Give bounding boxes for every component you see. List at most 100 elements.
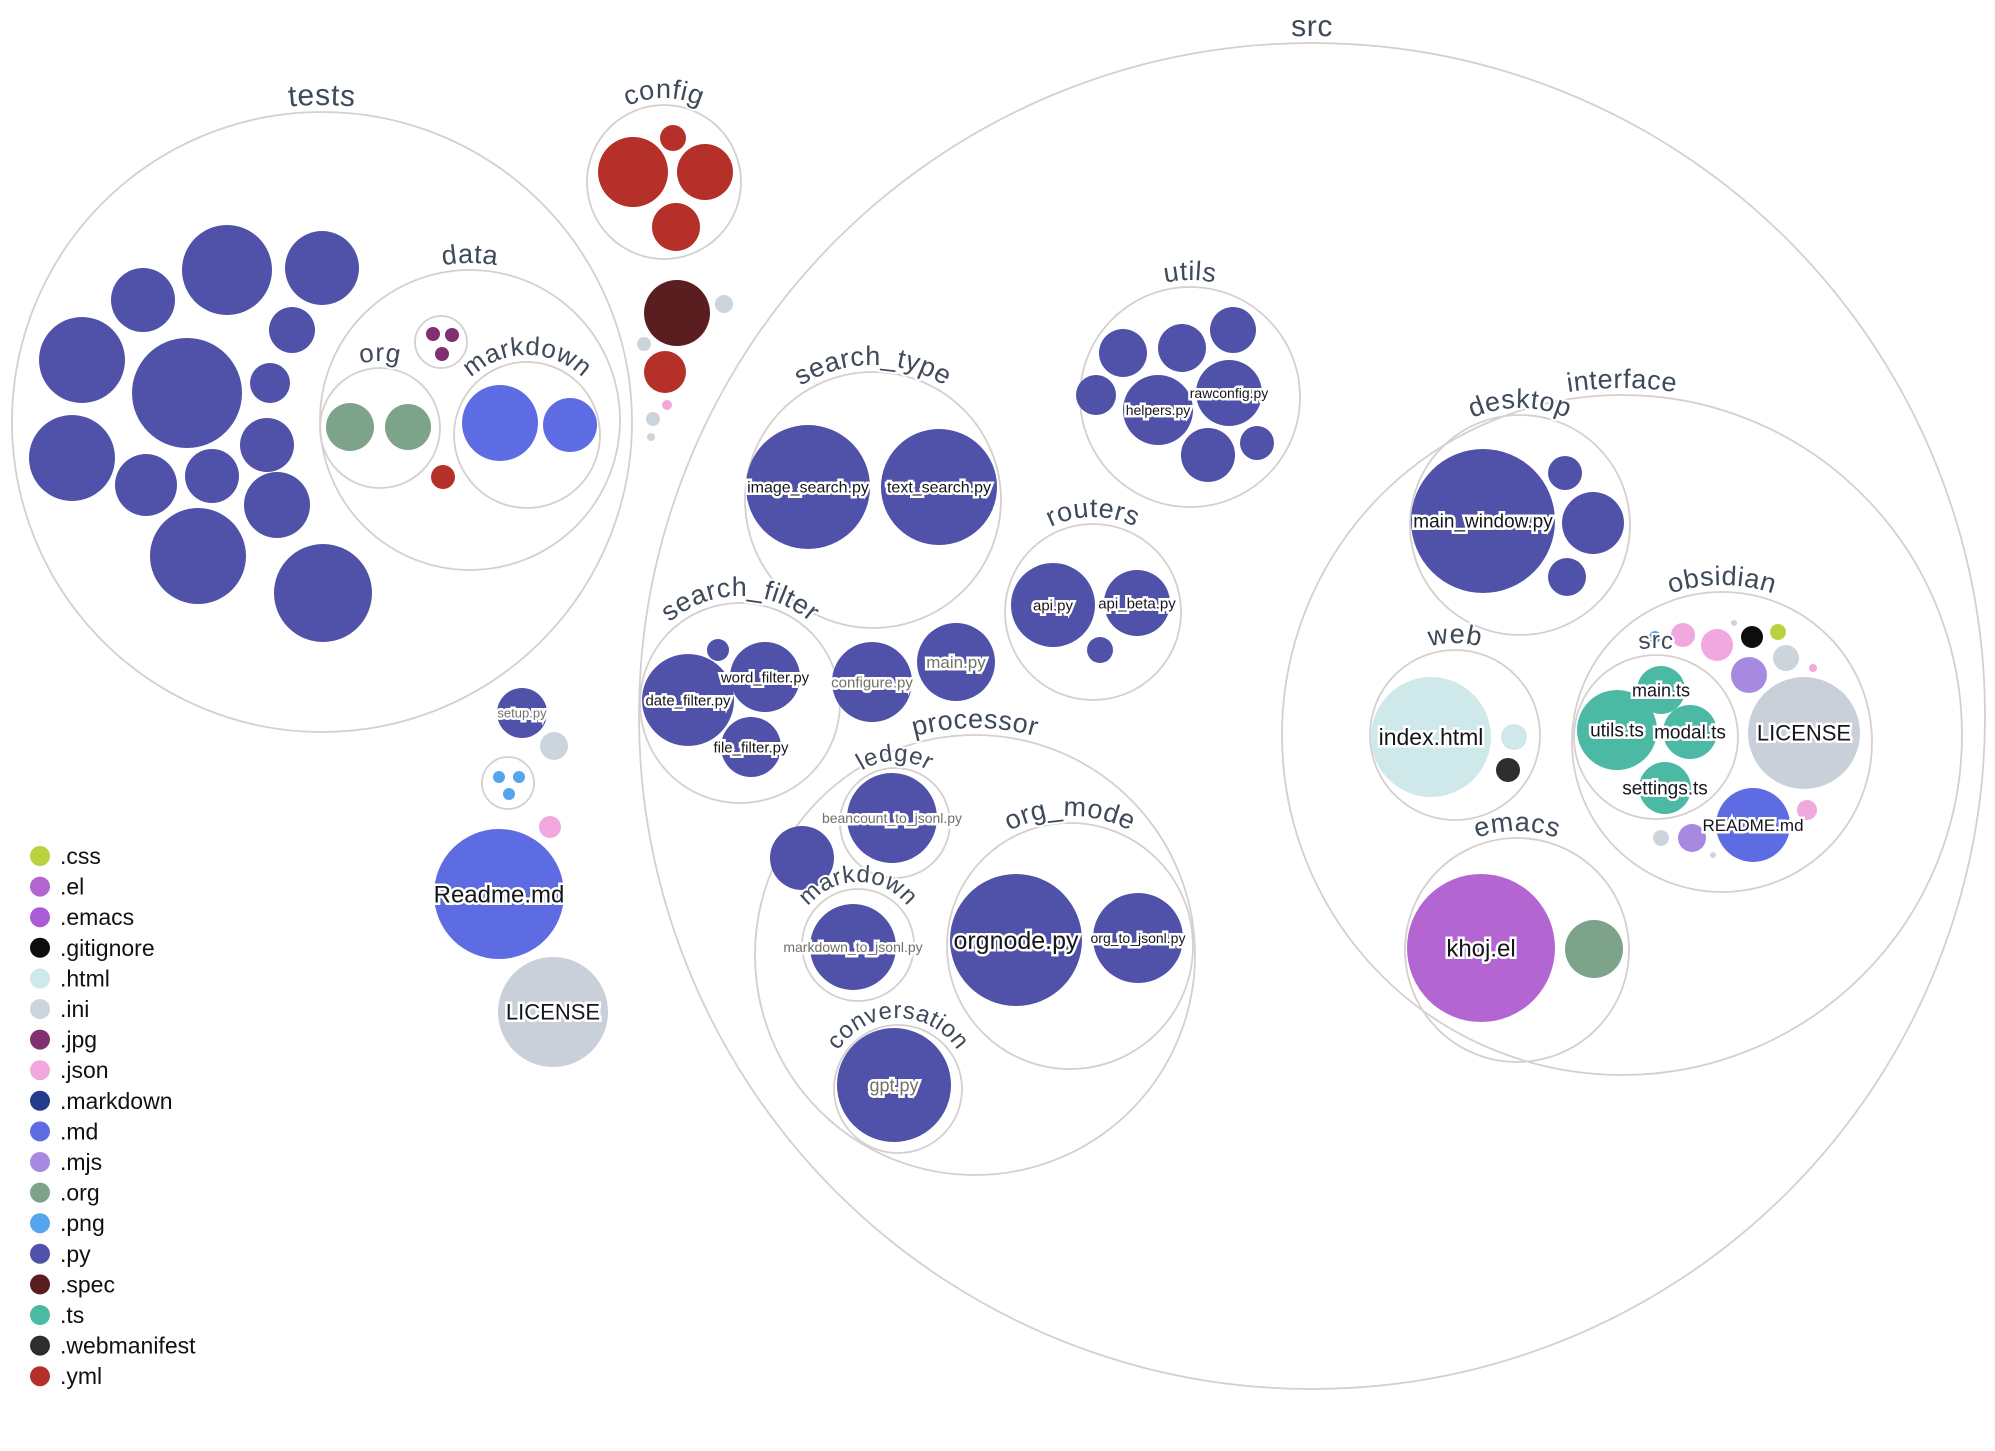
obsidian-ini-3-file-circle[interactable] xyxy=(1653,830,1669,846)
root-ini-2-file-circle[interactable] xyxy=(637,337,651,351)
desktop-py-2-file-circle[interactable] xyxy=(1562,492,1624,554)
obsidian-mjs-1-file-circle[interactable] xyxy=(1731,657,1767,693)
utils-py-1-file-circle[interactable] xyxy=(1099,329,1147,377)
data-yml-file-circle[interactable] xyxy=(431,465,455,489)
api-py-file-circle[interactable] xyxy=(1011,563,1095,647)
api-beta-py-file-circle[interactable] xyxy=(1104,570,1170,636)
modal-ts-file-circle[interactable] xyxy=(1663,705,1717,759)
configure-py-file-circle[interactable] xyxy=(832,642,912,722)
obsidian-gitignore-file-circle[interactable] xyxy=(1741,626,1763,648)
proc-markdown-directory-circle[interactable] xyxy=(801,888,915,1002)
images-dir-directory-circle[interactable] xyxy=(414,315,468,369)
tests-py-7-file-circle[interactable] xyxy=(250,363,290,403)
helpers-py-file-circle[interactable] xyxy=(1123,375,1193,445)
conversation-directory-circle[interactable] xyxy=(833,1024,963,1154)
processor-py-loose-file-circle[interactable] xyxy=(770,826,834,890)
obsidian-css-file-circle[interactable] xyxy=(1770,624,1786,640)
config-yml-3-file-circle[interactable] xyxy=(677,144,733,200)
tests-py-5-file-circle[interactable] xyxy=(132,338,242,448)
obsidian-ini-4-file-circle[interactable] xyxy=(1710,852,1716,858)
config-yml-1-file-circle[interactable] xyxy=(598,137,668,207)
license-obsidian-file-circle[interactable] xyxy=(1748,677,1860,789)
image-search-py-file-circle[interactable] xyxy=(746,425,870,549)
markdown-to-jsonl-py-file-circle[interactable] xyxy=(810,904,896,990)
khoj-el-file-circle[interactable] xyxy=(1407,874,1555,1022)
tests-py-2-file-circle[interactable] xyxy=(285,231,359,305)
org-mode-directory-circle[interactable] xyxy=(946,822,1194,1070)
processor-directory-circle[interactable] xyxy=(754,734,1196,1176)
web-html-small-file-circle[interactable] xyxy=(1501,724,1527,750)
config-directory-circle[interactable] xyxy=(586,104,742,260)
root-png-2-file-circle[interactable] xyxy=(513,771,525,783)
tests-py-1-file-circle[interactable] xyxy=(182,225,272,315)
tests-py-8-file-circle[interactable] xyxy=(240,418,294,472)
beancount-to-jsonl-py-file-circle[interactable] xyxy=(847,773,937,863)
utils-ts-file-circle[interactable] xyxy=(1577,690,1657,770)
utils-py-3-file-circle[interactable] xyxy=(1210,307,1256,353)
root-json-2-file-circle[interactable] xyxy=(539,816,561,838)
emacs-directory-circle[interactable] xyxy=(1404,837,1630,1063)
root-png-1-file-circle[interactable] xyxy=(493,771,505,783)
utils-py-4-file-circle[interactable] xyxy=(1076,375,1116,415)
data-org-file-1-file-circle[interactable] xyxy=(326,403,374,451)
ledger-directory-circle[interactable] xyxy=(839,767,951,879)
obsidian-json-2-file-circle[interactable] xyxy=(1701,629,1733,661)
obsidian-json-1-file-circle[interactable] xyxy=(1671,623,1695,647)
desktop-py-3-file-circle[interactable] xyxy=(1548,558,1586,596)
web-webmanifest-file-circle[interactable] xyxy=(1496,758,1520,782)
readme-md-file-circle[interactable] xyxy=(434,829,564,959)
tests-py-12-file-circle[interactable] xyxy=(244,472,310,538)
search-filter-py-small-file-circle[interactable] xyxy=(707,639,729,661)
file-filter-py-file-circle[interactable] xyxy=(721,717,781,777)
tests-py-4-file-circle[interactable] xyxy=(39,317,125,403)
data-org-directory-circle[interactable] xyxy=(319,367,441,489)
utils-py-6-file-circle[interactable] xyxy=(1240,426,1274,460)
screenshots-dir-directory-circle[interactable] xyxy=(481,756,535,810)
tests-py-3-file-circle[interactable] xyxy=(111,268,175,332)
gpt-py-file-circle[interactable] xyxy=(837,1028,951,1142)
root-png-3-file-circle[interactable] xyxy=(503,788,515,800)
obsidian-json-4-file-circle[interactable] xyxy=(1797,800,1817,820)
data-md-2-file-circle[interactable] xyxy=(543,398,597,452)
interface-directory-circle[interactable] xyxy=(1281,394,1963,1076)
utils-py-2-file-circle[interactable] xyxy=(1158,324,1206,372)
root-yml-file-circle[interactable] xyxy=(644,351,686,393)
license-root-file-circle[interactable] xyxy=(498,957,608,1067)
data-jpg-1-file-circle[interactable] xyxy=(426,327,440,341)
data-md-1-file-circle[interactable] xyxy=(462,385,538,461)
obsidian-json-3-file-circle[interactable] xyxy=(1809,664,1817,672)
routers-py-small-file-circle[interactable] xyxy=(1087,637,1113,663)
tests-py-6-file-circle[interactable] xyxy=(269,307,315,353)
emacs-org-file-file-circle[interactable] xyxy=(1565,920,1623,978)
tests-py-10-file-circle[interactable] xyxy=(115,454,177,516)
main-window-py-file-circle[interactable] xyxy=(1411,449,1555,593)
config-yml-2-file-circle[interactable] xyxy=(660,125,686,151)
config-yml-4-file-circle[interactable] xyxy=(652,203,700,251)
date-filter-py-file-circle[interactable] xyxy=(642,654,734,746)
root-ini-3-file-circle[interactable] xyxy=(646,412,660,426)
text-search-py-file-circle[interactable] xyxy=(881,429,997,545)
root-ini-1-file-circle[interactable] xyxy=(715,295,733,313)
search-type-directory-circle[interactable] xyxy=(744,371,1002,629)
data-org-file-2-file-circle[interactable] xyxy=(385,404,431,450)
web-directory-circle[interactable] xyxy=(1369,649,1541,821)
root-ini-5-file-circle[interactable] xyxy=(540,732,568,760)
desktop-py-1-file-circle[interactable] xyxy=(1548,456,1582,490)
root-spec-file-circle[interactable] xyxy=(644,280,710,346)
obsidian-mjs-2-file-circle[interactable] xyxy=(1678,824,1706,852)
obsidian-directory-circle[interactable] xyxy=(1571,591,1873,893)
routers-directory-circle[interactable] xyxy=(1004,523,1182,701)
utils-py-5-file-circle[interactable] xyxy=(1181,428,1235,482)
tests-directory-circle[interactable] xyxy=(11,111,633,733)
settings-ts-file-circle[interactable] xyxy=(1639,762,1691,814)
org-to-jsonl-py-file-circle[interactable] xyxy=(1093,893,1183,983)
orgnode-py-file-circle[interactable] xyxy=(950,874,1082,1006)
obsidian-src-directory-circle[interactable] xyxy=(1573,654,1739,820)
rawconfig-py-file-circle[interactable] xyxy=(1196,360,1262,426)
tests-py-14-file-circle[interactable] xyxy=(274,544,372,642)
readme-obsidian-file-circle[interactable] xyxy=(1716,788,1790,862)
word-filter-py-file-circle[interactable] xyxy=(730,642,800,712)
main-py-file-circle[interactable] xyxy=(917,623,995,701)
tests-py-11-file-circle[interactable] xyxy=(185,449,239,503)
tests-py-9-file-circle[interactable] xyxy=(29,415,115,501)
